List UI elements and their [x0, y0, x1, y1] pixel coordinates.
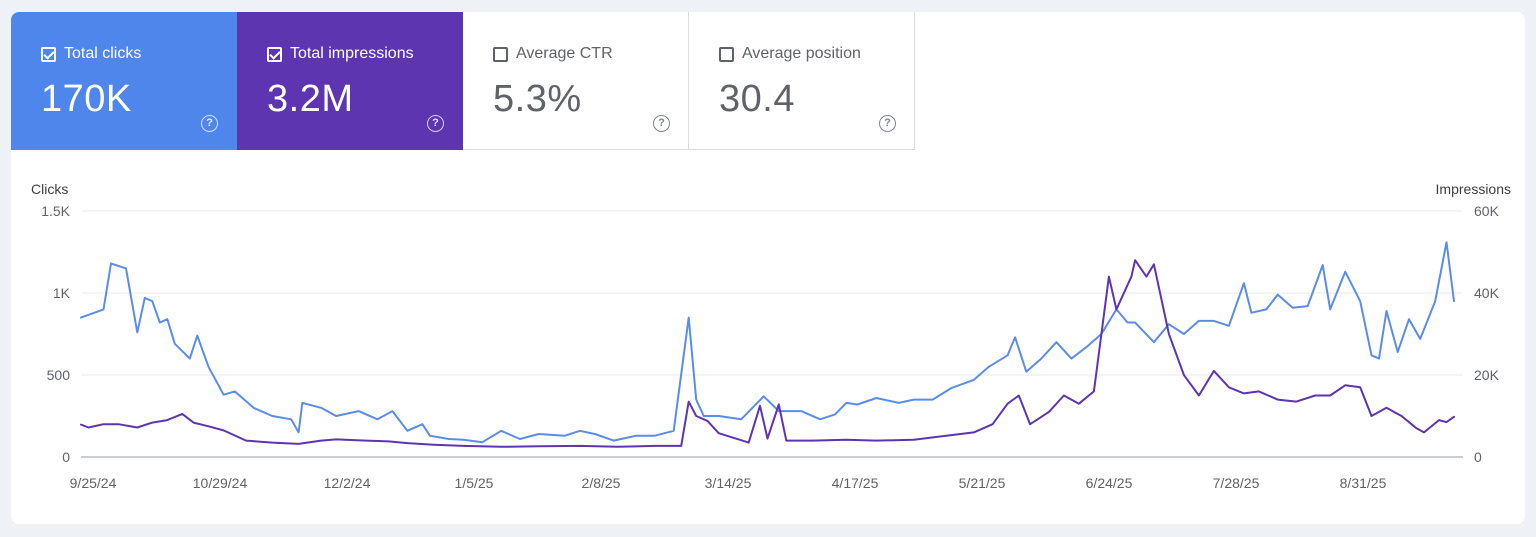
x-axis-tick-label: 1/5/25: [455, 475, 494, 491]
help-circle-icon[interactable]: ?: [427, 115, 444, 132]
metric-value: 30.4: [719, 78, 795, 120]
left-axis-tick-label: 0: [62, 449, 70, 465]
checkbox-checked-icon[interactable]: [267, 46, 282, 62]
metric-card-total-clicks[interactable]: Total clicks 170K ?: [11, 12, 237, 150]
metric-label: Total clicks: [64, 45, 142, 62]
left-axis-tick-label: 1K: [53, 285, 71, 301]
right-axis-ticks: 0 20K 40K 60K: [1474, 203, 1500, 465]
series-line-impressions: [80, 259, 1455, 448]
metric-value: 3.2M: [267, 78, 354, 120]
x-axis-tick-label: 8/31/25: [1340, 475, 1387, 491]
right-axis-tick-label: 20K: [1474, 367, 1500, 383]
series-lines: [80, 241, 1455, 448]
gridlines: [81, 210, 1463, 458]
left-axis-tick-label: 500: [47, 367, 71, 383]
right-axis-tick-label: 40K: [1474, 285, 1500, 301]
checkbox-checked-icon[interactable]: [41, 46, 56, 62]
x-axis-ticks: 9/25/24 10/29/24 12/2/24 1/5/25 2/8/25 3/14/2…: [70, 475, 1387, 491]
checkbox-unchecked-icon[interactable]: [719, 46, 734, 62]
right-axis-tick-label: 60K: [1474, 203, 1500, 219]
performance-panel: Total clicks 170K ? Total impressions 3.…: [11, 12, 1525, 524]
metric-value: 170K: [41, 78, 132, 120]
x-axis-tick-label: 6/24/25: [1086, 475, 1133, 491]
x-axis-tick-label: 9/25/24: [70, 475, 117, 491]
x-axis-tick-label: 12/2/24: [324, 475, 371, 491]
x-axis-tick-label: 10/29/24: [193, 475, 248, 491]
metric-label: Average position: [742, 45, 861, 62]
metric-label: Total impressions: [290, 45, 414, 62]
x-axis-tick-label: 5/21/25: [959, 475, 1006, 491]
series-line-clicks: [80, 241, 1455, 444]
right-axis-title: Impressions: [1436, 181, 1511, 197]
metric-card-average-position[interactable]: Average position 30.4 ?: [689, 12, 915, 150]
metric-card-average-ctr[interactable]: Average CTR 5.3% ?: [463, 12, 689, 150]
left-axis-tick-label: 1.5K: [41, 203, 70, 219]
left-axis-title: Clicks: [31, 181, 68, 197]
right-axis-tick-label: 0: [1474, 449, 1482, 465]
left-axis-ticks: 0 500 1K 1.5K: [41, 203, 70, 465]
performance-chart[interactable]: Clicks Impressions 0 500 1K 1.5K 0 20K 40K 60K…: [11, 12, 1525, 524]
metric-label: Average CTR: [516, 45, 613, 62]
help-circle-icon[interactable]: ?: [879, 115, 896, 132]
metric-cards: Total clicks 170K ? Total impressions 3.…: [11, 12, 915, 150]
metric-card-total-impressions[interactable]: Total impressions 3.2M ?: [237, 12, 463, 150]
help-circle-icon[interactable]: ?: [201, 115, 218, 132]
metric-value: 5.3%: [493, 78, 582, 120]
x-axis-tick-label: 2/8/25: [582, 475, 621, 491]
x-axis-tick-label: 4/17/25: [832, 475, 879, 491]
x-axis-tick-label: 7/28/25: [1213, 475, 1260, 491]
checkbox-unchecked-icon[interactable]: [493, 46, 508, 62]
x-axis-tick-label: 3/14/25: [705, 475, 752, 491]
help-circle-icon[interactable]: ?: [653, 115, 670, 132]
